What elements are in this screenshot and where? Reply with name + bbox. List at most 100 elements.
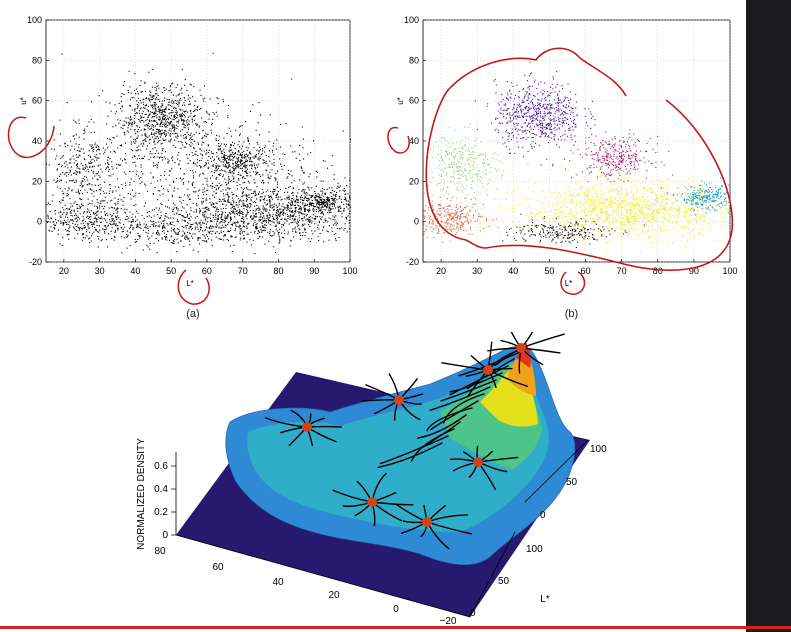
- scatter-point: [288, 195, 290, 197]
- scatter-point: [47, 217, 49, 219]
- scatter-point: [277, 232, 279, 234]
- scatter-point: [103, 229, 105, 231]
- scatter-point: [80, 223, 82, 225]
- scatter-point: [559, 118, 561, 120]
- scatter-point: [247, 172, 249, 174]
- scatter-point: [122, 200, 124, 202]
- scatter-point: [231, 151, 233, 153]
- scatter-point: [184, 116, 186, 118]
- scatter-point: [75, 134, 77, 136]
- scatter-point: [266, 200, 268, 202]
- scatter-point: [197, 239, 199, 241]
- cluster-5: [46, 191, 145, 245]
- scatter-point: [288, 196, 290, 198]
- scatter-point: [137, 105, 139, 107]
- scatter-point: [616, 166, 618, 168]
- scatter-point: [253, 216, 255, 218]
- scatter-point: [638, 140, 640, 142]
- scatter-point: [131, 124, 133, 126]
- scatter-point: [615, 169, 617, 171]
- scatter-point: [329, 207, 331, 209]
- scatter-point: [276, 139, 278, 141]
- scatter-point: [100, 222, 102, 224]
- scatter-point: [202, 221, 204, 223]
- scatter-point: [516, 124, 518, 126]
- scatter-point: [300, 166, 302, 168]
- scatter-point: [89, 144, 91, 146]
- scatter-point: [215, 232, 217, 234]
- scatter-point: [173, 180, 175, 182]
- scatter-point: [156, 82, 158, 84]
- scatter-point: [145, 224, 147, 226]
- scatter-point: [246, 155, 248, 157]
- scatter-point: [347, 193, 349, 195]
- scatter-point: [272, 145, 274, 147]
- scatter-point: [301, 189, 303, 191]
- scatter-point: [590, 171, 592, 173]
- scatter-point: [579, 225, 581, 227]
- scatter-point: [304, 210, 306, 212]
- scatter-point: [548, 135, 550, 137]
- scatter-point: [95, 156, 97, 158]
- scatter-point: [137, 93, 139, 95]
- scatter-point: [121, 252, 123, 254]
- scatter-point: [599, 149, 601, 151]
- scatter-point: [523, 122, 525, 124]
- scatter-point: [76, 150, 78, 152]
- scatter-point: [285, 187, 287, 189]
- scatter-point: [505, 146, 507, 148]
- scatter-point: [116, 135, 118, 137]
- scatter-point: [320, 219, 322, 221]
- scatter-point: [202, 130, 204, 132]
- scatter-point: [111, 207, 113, 209]
- scatter-point: [238, 212, 240, 214]
- scatter-point: [281, 218, 283, 220]
- scatter-point: [185, 137, 187, 139]
- scatter-point: [253, 147, 255, 149]
- scatter-point: [134, 142, 136, 144]
- scatter-point: [71, 219, 73, 221]
- scatter-point: [60, 211, 62, 213]
- scatter-point: [308, 206, 310, 208]
- scatter-point: [126, 236, 128, 238]
- scatter-point: [216, 152, 218, 154]
- scatter-point: [150, 182, 152, 184]
- scatter-point: [158, 190, 160, 192]
- scatter-point: [153, 156, 155, 158]
- scatter-point: [124, 226, 126, 228]
- scatter-point: [586, 154, 588, 156]
- scatter-point: [628, 225, 630, 227]
- scatter-point: [68, 221, 70, 223]
- scatter-point: [94, 160, 96, 162]
- scatter-point: [144, 107, 146, 109]
- scatter-point: [233, 202, 235, 204]
- scatter-point: [607, 173, 609, 175]
- scatter-point: [260, 149, 262, 151]
- scatter-point: [64, 146, 66, 148]
- scatter-point: [543, 117, 545, 119]
- scatter-point: [316, 199, 318, 201]
- scatter-point: [552, 163, 554, 165]
- scatter-point: [251, 167, 253, 169]
- scatter-point: [175, 178, 177, 180]
- scatter-point: [227, 201, 229, 203]
- scatter-point: [571, 216, 573, 218]
- scatter-point: [349, 210, 351, 212]
- cluster-yellow: [479, 166, 730, 259]
- scatter-point: [287, 173, 289, 175]
- scatter-point: [118, 102, 120, 104]
- scatter-point: [168, 170, 170, 172]
- scatter-point: [185, 238, 187, 240]
- scatter-point: [269, 190, 271, 192]
- scatter-point: [236, 210, 238, 212]
- scatter-point: [249, 165, 251, 167]
- scatter-point: [215, 213, 217, 215]
- scatter-point: [548, 136, 550, 138]
- scatter-point: [164, 136, 166, 138]
- scatter-point: [161, 117, 163, 119]
- scatter-point: [210, 151, 212, 153]
- scatter-point: [199, 212, 201, 214]
- cluster-3: [290, 182, 351, 220]
- scatter-point: [330, 218, 332, 220]
- scatter-point: [181, 115, 183, 117]
